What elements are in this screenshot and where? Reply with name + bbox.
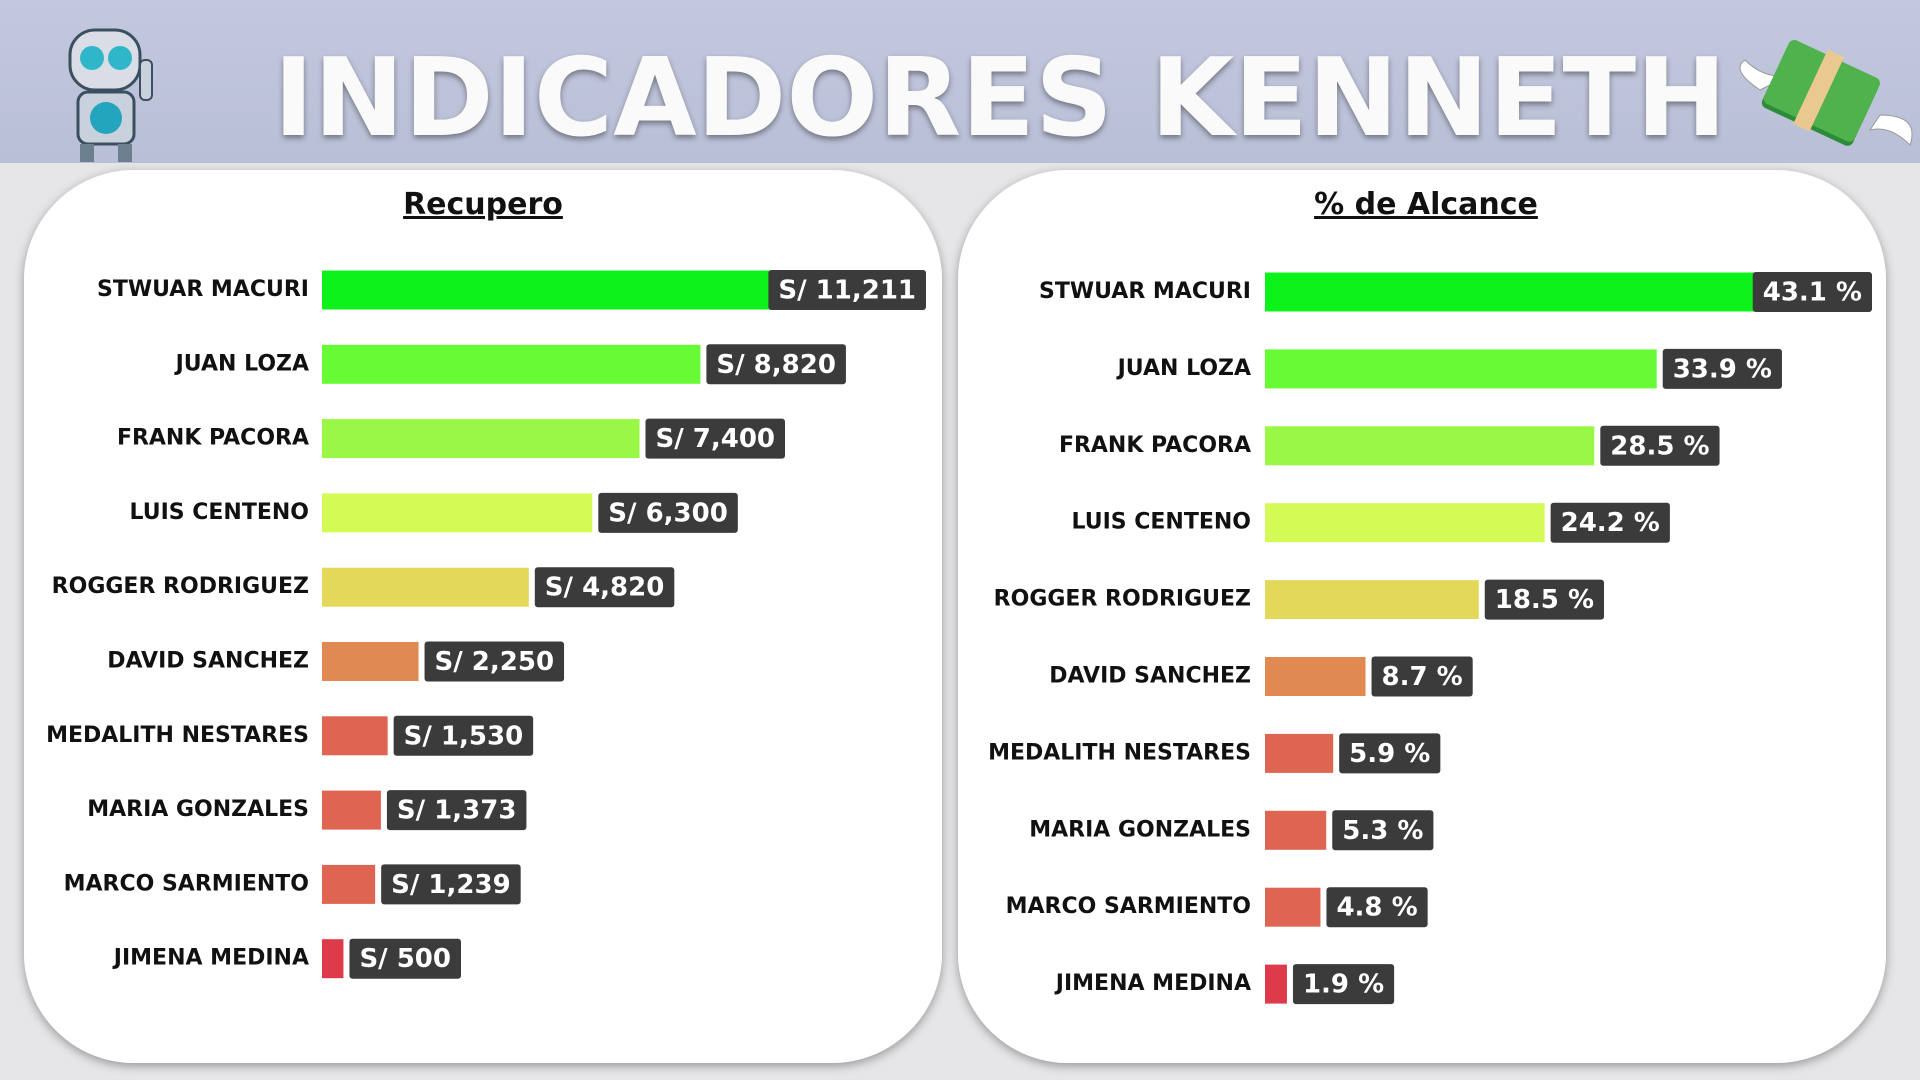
- panel-title: Recupero: [403, 187, 563, 222]
- category-label: MARCO SARMIENTO: [1006, 894, 1251, 919]
- money-icon: [1739, 39, 1913, 146]
- category-label: DAVID SANCHEZ: [107, 649, 309, 674]
- value-label: 18.5 %: [1495, 585, 1594, 615]
- value-label: S/ 8,820: [716, 350, 836, 380]
- category-label: FRANK PACORA: [1059, 433, 1251, 458]
- bar: [1265, 964, 1287, 1004]
- category-label: ROGGER RODRIGUEZ: [994, 587, 1251, 612]
- category-label: MARIA GONZALES: [87, 797, 309, 822]
- bar: [322, 642, 419, 681]
- category-label: STWUAR MACURI: [97, 277, 309, 302]
- category-label: MEDALITH NESTARES: [46, 723, 309, 748]
- bar: [1265, 426, 1595, 466]
- bar: [1265, 503, 1545, 543]
- category-label: JUAN LOZA: [174, 351, 309, 376]
- bar: [322, 419, 640, 459]
- value-label: S/ 7,400: [655, 424, 775, 454]
- panel: [24, 170, 942, 1063]
- category-label: DAVID SANCHEZ: [1049, 664, 1251, 689]
- bar: [1265, 810, 1327, 850]
- value-label-box: [768, 270, 926, 310]
- panel-title: % de Alcance: [1314, 187, 1538, 222]
- value-label-box: [598, 492, 738, 533]
- bar: [1265, 657, 1366, 696]
- value-label: S/ 1,530: [404, 721, 524, 751]
- bar: [322, 790, 381, 830]
- bar: [322, 939, 344, 979]
- value-label: 28.5 %: [1610, 431, 1709, 461]
- value-label-box: [1752, 272, 1872, 312]
- value-label: 5.3 %: [1342, 816, 1423, 846]
- value-label: 8.7 %: [1382, 662, 1463, 692]
- bar: [322, 716, 388, 756]
- value-label-box: [1484, 579, 1605, 620]
- category-label: FRANK PACORA: [117, 426, 309, 451]
- value-label-box: [1339, 733, 1441, 774]
- value-label-box: [1326, 887, 1428, 928]
- value-label-box: [1292, 964, 1395, 1005]
- value-label-box: [534, 567, 675, 608]
- value-label: S/ 4,820: [545, 573, 665, 603]
- value-label: 43.1 %: [1763, 278, 1862, 308]
- bar: [322, 344, 701, 384]
- bar: [1265, 887, 1321, 927]
- value-label: 1.9 %: [1303, 970, 1384, 1000]
- value-label: 24.2 %: [1561, 508, 1660, 538]
- bar: [322, 493, 593, 533]
- value-label-box: [1550, 502, 1670, 543]
- value-label-box: [349, 938, 461, 979]
- category-label: MARCO SARMIENTO: [64, 871, 309, 896]
- value-label-box: [424, 641, 565, 682]
- category-label: JIMENA MEDINA: [112, 946, 309, 971]
- bar: [322, 567, 529, 607]
- bar: [1265, 580, 1479, 620]
- bar: [322, 270, 803, 310]
- bar: [322, 864, 376, 904]
- value-label-box: [393, 715, 534, 756]
- category-label: MEDALITH NESTARES: [988, 740, 1251, 765]
- value-label: S/ 1,239: [391, 870, 511, 900]
- value-label: 33.9 %: [1673, 354, 1772, 384]
- value-label-box: [645, 418, 786, 459]
- value-label-box: [381, 864, 521, 905]
- category-label: MARIA GONZALES: [1029, 817, 1251, 842]
- bar: [1265, 272, 1763, 312]
- category-label: STWUAR MACURI: [1039, 279, 1251, 304]
- value-label: 5.9 %: [1349, 739, 1430, 769]
- category-label: LUIS CENTENO: [129, 500, 309, 525]
- value-label: 4.8 %: [1336, 893, 1417, 923]
- value-label-box: [1600, 425, 1720, 466]
- robot-icon: [68, 28, 153, 162]
- value-label: S/ 2,250: [435, 647, 555, 677]
- value-label: S/ 500: [359, 944, 451, 974]
- value-label-box: [1332, 810, 1434, 851]
- value-label-box: [1371, 656, 1473, 697]
- category-label: JUAN LOZA: [1116, 356, 1251, 381]
- value-label: S/ 1,373: [397, 796, 517, 826]
- header-band: [0, 0, 1920, 163]
- main-title: INDICADORES KENNETH: [273, 36, 1726, 161]
- value-label-box: [706, 344, 846, 385]
- category-label: ROGGER RODRIGUEZ: [52, 574, 309, 599]
- value-label-box: [386, 790, 527, 831]
- value-label-box: [1662, 348, 1782, 389]
- category-label: LUIS CENTENO: [1071, 510, 1251, 535]
- value-label: S/ 11,211: [778, 276, 916, 306]
- bar: [1265, 349, 1657, 389]
- value-label: S/ 6,300: [608, 498, 728, 528]
- category-label: JIMENA MEDINA: [1054, 971, 1251, 996]
- bar: [1265, 733, 1334, 773]
